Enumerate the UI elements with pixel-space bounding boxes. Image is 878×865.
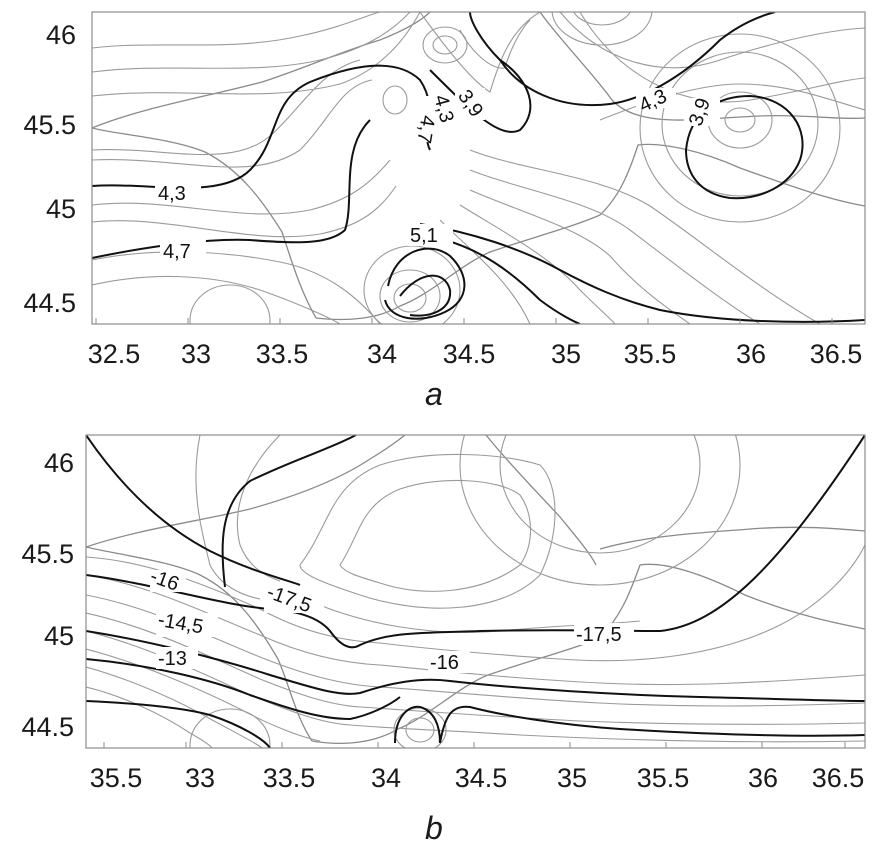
x-tick-b-5: 35: [557, 763, 587, 793]
x-tick-b-6: 35.5: [637, 763, 690, 793]
x-tick-labels-a: 32.5 33 33.5 34 34.5 35 35.5 36 36.5: [88, 339, 863, 369]
contour-label-b-5: -17,5: [576, 624, 622, 646]
x-ticks-b: [103, 742, 846, 748]
contour-label-b-3: -13: [158, 648, 187, 670]
panel-caption-a: a: [425, 376, 443, 412]
y-tick-a-1: 45.5: [23, 110, 76, 140]
contour-map-panel-b: -16 -17,5 -14,5 -13 -16 -17,5 35.5 3: [0, 425, 878, 865]
y-tick-a-2: 45: [46, 194, 76, 224]
x-tick-labels-b: 35.5 33 33.5 34 34.5 35 35.5 36 36.5: [90, 763, 865, 793]
contour-map-b-svg: -16 -17,5 -14,5 -13 -16 -17,5 35.5 3: [21, 434, 866, 793]
coastline-a: [92, 12, 865, 321]
y-tick-b-1: 45.5: [21, 539, 74, 569]
x-tick-a-2: 33.5: [256, 339, 309, 369]
contour-center-b1: [405, 717, 435, 743]
contour-labels-b: -16 -17,5 -14,5 -13 -16 -17,5: [147, 565, 634, 674]
contour-label-b-4: -16: [430, 652, 459, 674]
contour-center-a1: [422, 26, 468, 64]
contour-center-a8: [661, 51, 819, 197]
contour-center-b5: [499, 435, 701, 554]
contour-center-a13: [189, 284, 271, 324]
x-tick-a-6: 35.5: [624, 339, 677, 369]
contour-center-a2: [432, 35, 458, 55]
contour-center-a5: [573, 12, 631, 26]
contour-map-panel-a: 4,3 4,7 5,1 4,3 3,9 4,3 3,9 4,7: [0, 0, 878, 425]
map-frame-b: [85, 434, 866, 749]
y-tick-b-3: 44.5: [21, 712, 74, 742]
y-tick-b-2: 45: [44, 621, 74, 651]
contour-center-a3: [382, 85, 408, 115]
x-tick-b-4: 34.5: [455, 763, 508, 793]
panel-caption-b: b: [425, 810, 443, 846]
contour-center-a10: [393, 283, 427, 313]
x-ticks-a: [95, 318, 833, 324]
x-tick-a-7: 36: [736, 339, 766, 369]
x-tick-a-0: 32.5: [88, 339, 141, 369]
y-tick-a-3: 44.5: [23, 288, 76, 318]
x-tick-a-5: 35: [551, 339, 581, 369]
contour-label-a-1: 4,7: [163, 241, 191, 263]
x-tick-a-3: 34: [367, 339, 397, 369]
contour-center-b4: [459, 435, 741, 586]
y-tick-labels-b: 46 45.5 45 44.5: [21, 448, 74, 742]
y-tick-labels-a: 46 45.5 45 44.5: [23, 20, 76, 318]
contour-center-a7: [724, 107, 756, 133]
coastline-b: [86, 435, 865, 744]
contour-label-a-2: 5,1: [410, 225, 438, 247]
contour-center-a11: [379, 269, 441, 323]
x-tick-b-1: 33: [185, 763, 215, 793]
contour-map-a-svg: 4,3 4,7 5,1 4,3 3,9 4,3 3,9 4,7: [23, 11, 866, 369]
x-tick-b-8: 36.5: [812, 763, 865, 793]
x-tick-a-4: 34.5: [443, 339, 496, 369]
contour-thin-b: [86, 435, 865, 748]
contour-thin-a: [92, 12, 865, 324]
y-tick-a-0: 46: [46, 20, 76, 50]
contour-labels-a: 4,3 4,7 5,1 4,3 3,9 4,3 3,9 4,7: [155, 85, 720, 263]
contour-thick-b: [86, 435, 865, 748]
x-tick-a-8: 36.5: [810, 339, 863, 369]
x-tick-b-7: 36: [748, 763, 778, 793]
contour-center-a4: [551, 12, 653, 46]
contour-center-a9: [639, 33, 841, 223]
x-tick-a-1: 33: [181, 339, 211, 369]
contour-label-a-0: 4,3: [158, 183, 186, 205]
x-tick-b-0: 35.5: [90, 763, 143, 793]
x-tick-b-3: 34: [371, 763, 401, 793]
x-tick-b-2: 33.5: [263, 763, 316, 793]
contour-center-b3: [189, 708, 271, 748]
y-tick-b-0: 46: [44, 448, 74, 478]
contour-center-a12: [363, 245, 461, 324]
contour-label-a-7: 4,7: [412, 114, 438, 145]
map-frame-a: [91, 11, 866, 325]
